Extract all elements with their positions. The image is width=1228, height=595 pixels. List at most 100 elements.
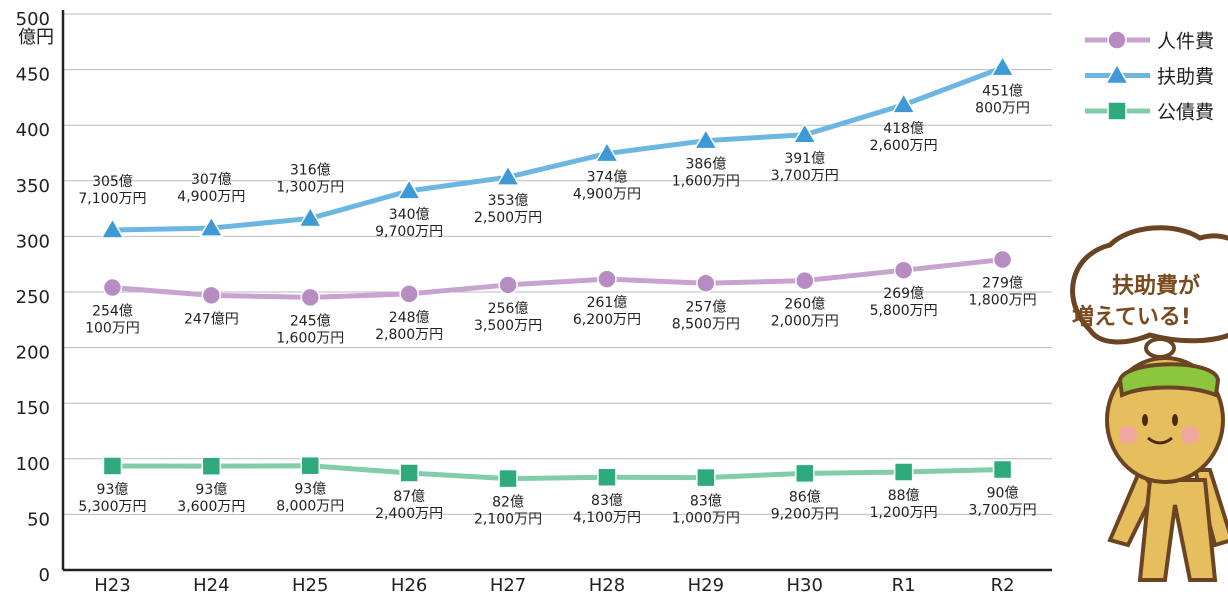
bubble-text: 扶助費が	[1112, 273, 1200, 299]
value-label: 2,400万円	[375, 506, 443, 522]
x-tick-label: R1	[892, 575, 916, 595]
value-label: 256億	[488, 301, 529, 317]
value-label: 93億	[294, 482, 326, 498]
value-label: 307億	[191, 172, 232, 188]
value-label: 316億	[290, 162, 331, 178]
value-label: 83億	[690, 494, 722, 510]
data-point	[396, 178, 422, 200]
value-label: 340億	[389, 207, 430, 223]
data-point	[300, 455, 320, 476]
value-label: 9,200万円	[771, 506, 839, 522]
value-label: 6,200万円	[573, 312, 641, 328]
x-tick-label: H29	[688, 575, 724, 595]
data-point	[597, 467, 617, 487]
value-label: 100万円	[85, 321, 140, 337]
value-label: 3,500万円	[474, 318, 542, 334]
value-label: 1,800万円	[969, 293, 1037, 309]
data-point	[201, 285, 222, 306]
data-point	[990, 55, 1015, 77]
value-label: 2,600万円	[870, 138, 938, 154]
value-label: 254億	[92, 304, 133, 320]
bubble-dot	[1144, 337, 1176, 359]
legend-label: 人件費	[1157, 31, 1214, 53]
data-point	[297, 205, 323, 228]
value-label: 2,100万円	[474, 512, 542, 528]
data-point	[498, 468, 518, 489]
y-tick-label: 200	[16, 343, 50, 364]
value-label: 418億	[883, 121, 924, 137]
value-label: 4,900万円	[573, 187, 641, 203]
value-label: 8,500万円	[672, 316, 740, 332]
value-label: 93億	[195, 482, 227, 498]
value-label: 353億	[488, 193, 529, 209]
y-tick-label: 500	[16, 9, 50, 30]
value-label: 1,200万円	[870, 505, 938, 521]
y-tick-label: 250	[16, 287, 50, 308]
value-label: 257億	[685, 299, 726, 315]
y-tick-label: 400	[16, 120, 50, 141]
y-tick-label: 0	[39, 565, 50, 586]
value-label: 1,600万円	[276, 330, 344, 346]
value-label: 4,100万円	[573, 510, 641, 526]
value-label: 391億	[784, 151, 825, 167]
x-tick-label: H26	[391, 575, 427, 595]
data-point	[992, 249, 1013, 270]
value-label: 93億	[97, 482, 129, 498]
data-point	[795, 270, 815, 291]
data-point	[893, 260, 914, 280]
value-label: 386億	[685, 157, 726, 173]
value-label: 451億	[982, 84, 1023, 100]
x-tick-label: H25	[292, 575, 328, 595]
value-label: 86億	[789, 489, 821, 505]
value-label: 1,600万円	[672, 174, 740, 190]
data-point	[100, 217, 125, 239]
series-line	[112, 257, 1003, 300]
legend-marker	[1107, 101, 1127, 121]
x-tick-label: H30	[787, 575, 823, 595]
data-point	[992, 459, 1013, 480]
data-point	[792, 122, 818, 144]
legend-label: 公債費	[1157, 102, 1214, 124]
data-point	[594, 141, 620, 163]
value-label: 305億	[92, 174, 133, 190]
y-tick-label: 150	[16, 398, 50, 419]
mascot	[1105, 356, 1228, 582]
value-label: 261億	[587, 295, 628, 311]
value-label: 5,800万円	[870, 303, 938, 319]
value-label: 82億	[492, 495, 524, 511]
value-label: 245億	[290, 313, 331, 329]
value-label: 2,500万円	[474, 210, 542, 226]
speech-bubble	[1070, 225, 1228, 345]
x-tick-label: H24	[193, 575, 229, 595]
bubble-text: 増えている!	[1072, 304, 1191, 330]
value-label: 83億	[591, 493, 623, 509]
value-label: 3,700万円	[969, 503, 1037, 519]
value-label: 87億	[393, 489, 425, 505]
data-point	[597, 269, 617, 289]
data-point	[102, 456, 123, 476]
data-point	[300, 287, 320, 308]
value-label: 88億	[888, 488, 920, 504]
value-label: 269億	[883, 286, 924, 302]
value-label: 1,000万円	[672, 511, 740, 527]
value-label: 5,300万円	[78, 499, 146, 515]
value-label: 1,300万円	[276, 179, 344, 195]
value-label: 9,700万円	[375, 224, 443, 240]
data-point	[201, 456, 222, 476]
value-label: 260億	[784, 297, 825, 313]
value-label: 2,800万円	[375, 327, 443, 343]
data-point	[199, 215, 224, 237]
data-point	[399, 284, 419, 304]
value-label: 8,000万円	[276, 499, 344, 515]
data-point	[696, 273, 716, 294]
data-point	[495, 164, 521, 186]
x-tick-label: R2	[991, 575, 1015, 595]
data-point	[696, 467, 716, 488]
legend-marker	[1104, 63, 1130, 85]
value-label: 279億	[982, 276, 1023, 292]
data-point	[498, 275, 518, 295]
value-label: 7,100万円	[78, 191, 146, 207]
value-label: 3,700万円	[771, 168, 839, 184]
